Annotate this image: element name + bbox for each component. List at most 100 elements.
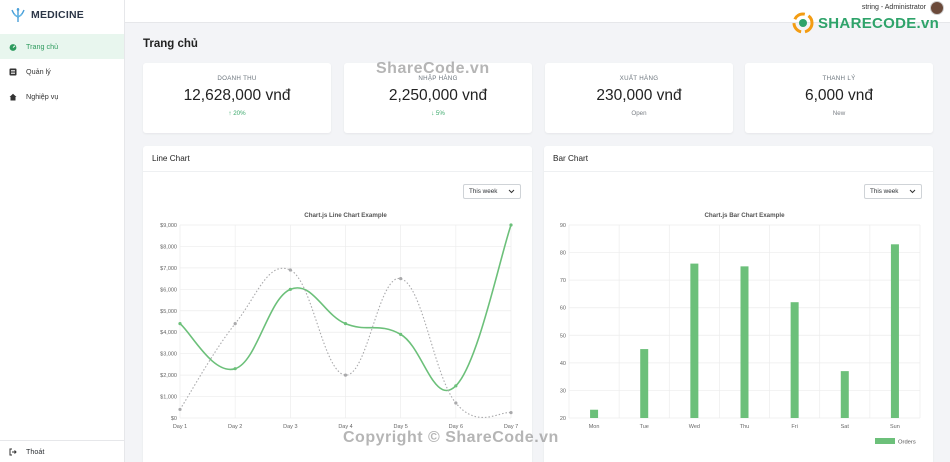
chevron-down-icon <box>909 189 916 194</box>
y-tick-label: 60 <box>560 306 566 312</box>
data-point <box>399 332 403 336</box>
stat-value: 230,000 vnđ <box>596 87 682 104</box>
data-point <box>178 322 182 326</box>
y-tick-label: $4,000 <box>160 330 177 336</box>
top-bar: string - Administrator <box>125 0 950 23</box>
recycle-logo-icon <box>792 12 814 34</box>
y-tick-label: $9,000 <box>160 223 177 229</box>
card-title: Line Chart <box>143 146 532 172</box>
watermark-logo-text: SHARECODE.vn <box>818 14 940 32</box>
sidebar-item-trang-chu[interactable]: Trang chủ <box>0 34 124 59</box>
x-tick-label: Tue <box>640 424 649 430</box>
period-select[interactable]: This week <box>864 184 922 199</box>
data-point <box>233 322 237 326</box>
y-tick-label: $8,000 <box>160 244 177 250</box>
y-tick-label: $1,000 <box>160 395 177 401</box>
data-point <box>454 401 458 405</box>
y-tick-label: $7,000 <box>160 266 177 272</box>
x-tick-label: Day 5 <box>393 424 407 430</box>
chart-title: Chart.js Bar Chart Example <box>704 212 785 219</box>
sidebar-item-label: Nghiệp vụ <box>26 92 59 101</box>
y-tick-label: $3,000 <box>160 352 177 358</box>
line-chart: Chart.js Line Chart Example $0 $1,000 $2,00… <box>160 212 518 430</box>
line-chart-card: Line Chart This week Chart.js Line Chart… <box>143 146 532 462</box>
stat-card-xuat-hang: XUẤT HÀNG 230,000 vnđ Open <box>545 63 733 133</box>
sidebar-nav: Trang chủ Quản lý Nghiệp vụ <box>0 34 124 109</box>
x-tick-label: Sun <box>890 424 900 430</box>
list-icon <box>9 68 17 76</box>
page-title: Trang chủ <box>143 38 198 50</box>
watermark-logo: SHARECODE.vn <box>792 12 939 34</box>
logout-button[interactable]: Thoát <box>0 440 124 462</box>
avatar[interactable] <box>930 1 944 15</box>
period-select-value: This week <box>469 188 498 195</box>
period-select-value: This week <box>870 188 899 195</box>
x-tick-label: Thu <box>740 424 749 430</box>
sidebar-item-quan-ly[interactable]: Quản lý <box>0 59 124 84</box>
stat-card-thanh-ly: THANH LÝ 6,000 vnđ New <box>745 63 933 133</box>
y-tick-label: 70 <box>560 278 566 284</box>
data-point <box>399 277 403 281</box>
stat-card-doanh-thu: DOANH THU 12,628,000 vnđ ↑ 20% <box>143 63 331 133</box>
data-point <box>509 411 513 415</box>
x-tick-label: Fri <box>791 424 797 430</box>
y-tick-label: 30 <box>560 388 566 394</box>
chart-title: Chart.js Line Chart Example <box>304 212 387 219</box>
stat-label: DOANH THU <box>217 75 257 82</box>
stat-value: 2,250,000 vnđ <box>388 87 488 104</box>
y-tick-label: 20 <box>560 416 566 422</box>
x-tick-label: Mon <box>589 424 600 430</box>
sidebar-item-nghiep-vu[interactable]: Nghiệp vụ <box>0 84 124 109</box>
x-tick-label: Day 6 <box>449 424 463 430</box>
sidebar: MEDICINE Trang chủ Quản lý Nghiệp vụ Tho… <box>0 0 125 462</box>
chevron-down-icon <box>508 189 515 194</box>
sidebar-item-label: Trang chủ <box>26 42 59 51</box>
stat-trend: ↓ 5% <box>431 110 445 117</box>
stat-label: NHẬP HÀNG <box>418 75 458 82</box>
stat-status: Open <box>631 110 647 117</box>
logout-label: Thoát <box>26 447 45 456</box>
data-point <box>288 268 292 272</box>
bar <box>790 302 799 418</box>
bar <box>590 409 599 418</box>
y-tick-label: 90 <box>560 223 566 229</box>
y-tick-label: $0 <box>171 416 177 422</box>
y-tick-label: $6,000 <box>160 287 177 293</box>
data-point <box>509 223 513 227</box>
x-tick-label: Day 1 <box>173 424 187 430</box>
stat-card-nhap-hang: NHẬP HÀNG 2,250,000 vnđ ↓ 5% <box>344 63 532 133</box>
bar-chart: Chart.js Bar Chart Example 20 30 40 50 60 70 80… <box>560 212 921 446</box>
period-select[interactable]: This week <box>463 184 521 199</box>
brand-name: MEDICINE <box>31 9 84 21</box>
x-tick-label: Wed <box>689 424 700 430</box>
y-tick-label: 40 <box>560 361 566 367</box>
data-point <box>233 367 237 371</box>
sidebar-item-label: Quản lý <box>26 67 51 76</box>
stat-value: 6,000 vnđ <box>804 87 874 104</box>
user-name[interactable]: string - Administrator <box>861 4 926 11</box>
brand[interactable]: MEDICINE <box>0 0 124 30</box>
stat-label: THANH LÝ <box>822 75 856 82</box>
x-tick-label: Day 7 <box>504 424 518 430</box>
y-tick-label: 50 <box>560 333 566 339</box>
x-tick-label: Sat <box>841 424 850 430</box>
bar <box>740 266 749 418</box>
bar-chart-card: Bar Chart This week Chart.js Bar Chart E… <box>544 146 933 462</box>
dashboard-icon <box>9 43 17 51</box>
card-title: Bar Chart <box>544 146 933 172</box>
bar <box>690 263 699 418</box>
bar <box>890 244 899 418</box>
x-tick-label: Day 2 <box>228 424 242 430</box>
stat-trend: ↑ 20% <box>228 110 246 117</box>
data-point <box>454 384 458 388</box>
x-tick-label: Day 3 <box>283 424 297 430</box>
data-point <box>343 322 348 326</box>
legend-label: Orders <box>898 440 916 446</box>
caduceus-logo-icon <box>11 8 25 22</box>
data-point <box>288 287 292 291</box>
y-tick-label: $5,000 <box>160 309 177 315</box>
home-icon <box>9 93 17 101</box>
y-tick-label: $2,000 <box>160 373 177 379</box>
x-tick-label: Day 4 <box>338 424 352 430</box>
data-point <box>178 407 182 412</box>
